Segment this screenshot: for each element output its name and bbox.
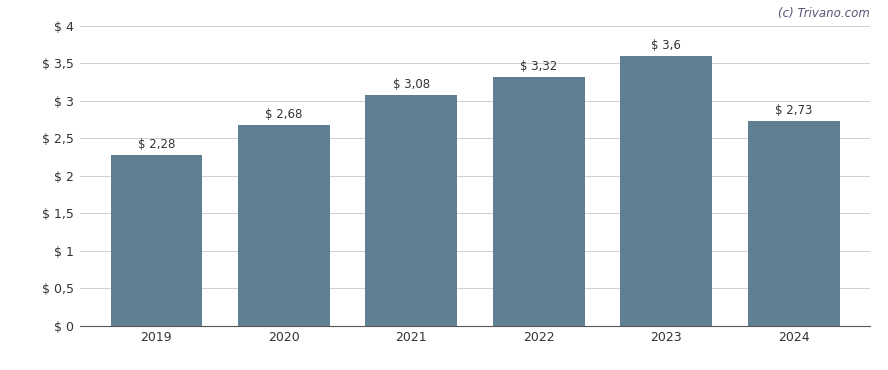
Text: $ 2,68: $ 2,68: [266, 108, 303, 121]
Bar: [110, 155, 202, 326]
Text: $ 3,6: $ 3,6: [652, 39, 681, 52]
Bar: [621, 56, 712, 326]
Bar: [493, 77, 584, 326]
Text: $ 2,28: $ 2,28: [138, 138, 175, 151]
Text: $ 3,08: $ 3,08: [392, 78, 430, 91]
Bar: [748, 121, 840, 326]
Text: $ 2,73: $ 2,73: [775, 104, 813, 117]
Text: (c) Trivano.com: (c) Trivano.com: [779, 7, 870, 20]
Bar: [238, 125, 329, 326]
Text: $ 3,32: $ 3,32: [520, 60, 558, 73]
Bar: [366, 95, 457, 326]
